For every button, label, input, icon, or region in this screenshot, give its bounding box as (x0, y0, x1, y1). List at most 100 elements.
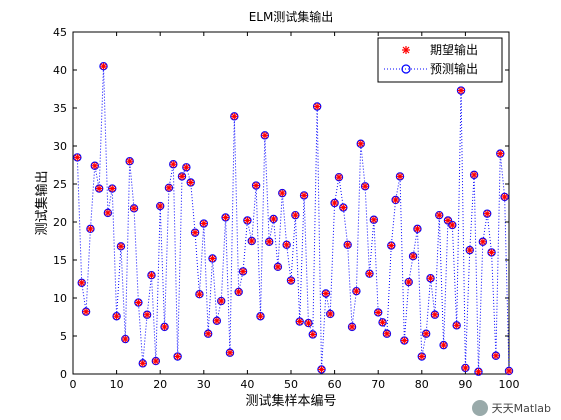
predicted-point (339, 203, 348, 212)
expected-point (117, 242, 125, 250)
expected-point (440, 341, 448, 349)
expected-point (496, 150, 504, 158)
y-tick-label: 15 (53, 254, 67, 267)
expected-point (235, 288, 243, 296)
predicted-point (435, 210, 444, 220)
expected-point (335, 173, 343, 181)
expected-point (453, 321, 461, 329)
predicted-point (103, 208, 113, 218)
predicted-point (330, 198, 339, 208)
predicted-point (138, 359, 147, 368)
predicted-point (142, 310, 152, 319)
predicted-point (452, 321, 461, 330)
predicted-point (426, 274, 435, 283)
x-tick-label: 90 (458, 378, 472, 391)
x-tick-label: 10 (110, 378, 124, 391)
predicted-point (413, 224, 422, 234)
predicted-point (203, 329, 213, 338)
predicted-point (387, 241, 396, 250)
predicted-point (182, 163, 191, 172)
x-tick-label: 40 (240, 378, 254, 391)
expected-point (252, 182, 260, 190)
expected-point (479, 238, 487, 246)
predicted-point (77, 278, 86, 287)
expected-point (309, 330, 317, 338)
predicted-point (155, 201, 165, 211)
expected-point (152, 357, 160, 365)
expected-point (501, 193, 509, 201)
watermark-text: 天天Matlab (491, 402, 551, 415)
expected-point (418, 353, 426, 361)
predicted-point (73, 153, 82, 162)
predicted-point (369, 215, 379, 224)
expected-point (243, 216, 251, 224)
expected-point (256, 312, 264, 320)
expected-point (374, 308, 382, 316)
predicted-point (195, 290, 204, 299)
predicted-point (108, 184, 117, 193)
predicted-point (234, 287, 243, 297)
predicted-point (448, 220, 457, 230)
expected-point (318, 365, 326, 373)
y-tick-label: 35 (53, 102, 67, 115)
predicted-point (378, 318, 387, 327)
predicted-point (478, 237, 488, 246)
legend: 期望输出 预测输出 (377, 37, 503, 83)
predicted-point (395, 172, 405, 181)
expected-point (195, 290, 203, 298)
predicted-point (256, 312, 265, 321)
expected-point (379, 318, 387, 326)
x-axis-label: 测试集样本编号 (245, 393, 336, 409)
expected-point (505, 367, 513, 375)
expected-point (344, 241, 352, 249)
predicted-point (391, 195, 400, 205)
expected-point (339, 204, 347, 212)
expected-point (169, 160, 177, 168)
legend-expected-marker (402, 46, 410, 54)
predicted-point (265, 237, 274, 246)
expected-point (474, 368, 482, 376)
expected-point (161, 323, 169, 331)
legend-predicted-label: 预测输出 (430, 61, 478, 76)
predicted-point (134, 298, 143, 307)
legend-box (377, 37, 503, 83)
plot-area (72, 31, 510, 375)
expected-point (291, 211, 299, 219)
x-tick-label: 50 (284, 378, 298, 391)
predicted-point (312, 102, 322, 111)
expected-point (178, 172, 186, 180)
expected-point (435, 211, 443, 219)
predicted-point (469, 170, 479, 180)
expected-point (174, 353, 182, 361)
predicted-point (321, 289, 331, 298)
predicted-point (439, 340, 448, 350)
expected-point (261, 131, 269, 139)
legend-predicted-marker (401, 64, 411, 74)
y-tick-label: 20 (53, 216, 67, 229)
expected-point (409, 252, 417, 260)
expected-point (400, 337, 408, 345)
expected-point (352, 287, 360, 295)
predicted-point (169, 160, 178, 169)
expected-point (278, 189, 286, 197)
y-tick-label: 40 (53, 64, 67, 77)
data-markers (73, 61, 514, 376)
predicted-point (90, 161, 100, 170)
predicted-point (286, 276, 296, 285)
predicted-point (334, 172, 344, 182)
expected-point (483, 210, 491, 218)
y-tick-label: 5 (60, 330, 67, 343)
predicted-point (465, 245, 474, 255)
expected-point (431, 311, 439, 319)
predicted-point (243, 216, 252, 225)
expected-point (222, 213, 230, 221)
predicted-point (199, 219, 208, 228)
expected-point (396, 172, 404, 180)
expected-point (392, 196, 400, 204)
expected-point (248, 237, 256, 245)
predicted-point (260, 131, 270, 140)
predicted-point (365, 269, 374, 278)
expected-point (200, 220, 208, 228)
expected-point (387, 242, 395, 250)
y-tick-label: 10 (53, 292, 67, 305)
